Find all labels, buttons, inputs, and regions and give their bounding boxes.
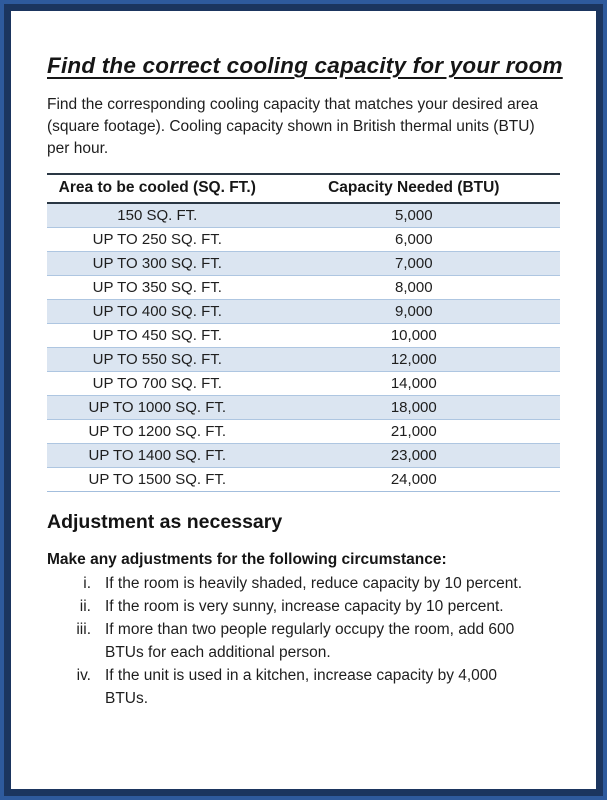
area-cell: 150 SQ. FT. <box>47 202 268 228</box>
list-item-marker: iv. <box>76 666 91 684</box>
column-header-capacity: Capacity Needed (BTU) <box>267 174 560 204</box>
table-row: UP TO 1400 SQ. FT. 23,000 <box>47 442 560 468</box>
list-item-marker: i. <box>83 574 91 592</box>
list-item-text: If the room is heavily shaded, reduce ca… <box>105 574 523 592</box>
area-cell: UP TO 700 SQ. FT. <box>92 374 222 392</box>
table-row: UP TO 1200 SQ. FT. 21,000 <box>47 419 560 443</box>
area-cell: UP TO 1400 SQ. FT. <box>47 442 268 468</box>
list-item: ii. If the room is very sunny, increase … <box>47 595 560 618</box>
list-item-marker: ii. <box>79 597 91 615</box>
table-row: UP TO 350 SQ. FT. 8,000 <box>47 275 560 299</box>
list-item: iv. If the unit is used in a kitchen, in… <box>47 664 560 710</box>
document-page: Find the correct cooling capacity for yo… <box>4 4 603 796</box>
capacity-cell: 12,000 <box>267 346 560 372</box>
area-cell: UP TO 1200 SQ. FT. <box>88 422 227 440</box>
area-cell: UP TO 1000 SQ. FT. <box>47 394 268 420</box>
table-row: UP TO 1000 SQ. FT. 18,000 <box>47 394 560 420</box>
list-item: iii. If more than two people regularly o… <box>47 618 560 664</box>
capacity-cell: 23,000 <box>267 442 560 468</box>
area-cell: UP TO 350 SQ. FT. <box>92 278 222 296</box>
page-title: Find the correct cooling capacity for yo… <box>47 53 563 78</box>
list-item-text: If more than two people regularly occupy… <box>105 620 515 661</box>
adjustment-subheading: Make any adjustments for the following c… <box>47 550 447 568</box>
capacity-cell: 8,000 <box>395 278 433 296</box>
table-row: 150 SQ. FT. 5,000 <box>47 202 560 228</box>
area-cell: UP TO 300 SQ. FT. <box>47 250 268 276</box>
table-row: UP TO 300 SQ. FT. 7,000 <box>47 250 560 276</box>
capacity-cell: 7,000 <box>267 250 560 276</box>
capacity-cell: 24,000 <box>390 470 437 488</box>
table-row: UP TO 1500 SQ. FT. 24,000 <box>47 467 560 491</box>
list-item: i. If the room is heavily shaded, reduce… <box>47 572 560 595</box>
list-item-text: If the room is very sunny, increase capa… <box>105 597 504 615</box>
capacity-cell: 14,000 <box>390 374 437 392</box>
area-cell: UP TO 1500 SQ. FT. <box>88 470 227 488</box>
table-row: UP TO 550 SQ. FT. 12,000 <box>47 346 560 372</box>
capacity-cell: 18,000 <box>267 394 560 420</box>
adjustment-list: i. If the room is heavily shaded, reduce… <box>47 572 560 710</box>
intro-paragraph: Find the corresponding cooling capacity … <box>47 96 539 157</box>
table-row: UP TO 700 SQ. FT. 14,000 <box>47 371 560 395</box>
capacity-cell: 9,000 <box>267 298 560 324</box>
capacity-cell: 10,000 <box>390 326 437 344</box>
capacity-cell: 21,000 <box>390 422 437 440</box>
list-item-marker: iii. <box>76 620 91 638</box>
table-row: UP TO 450 SQ. FT. 10,000 <box>47 323 560 347</box>
column-header-area: Area to be cooled (SQ. FT.) <box>47 174 268 204</box>
table-header-row: Area to be cooled (SQ. FT.) Capacity Nee… <box>47 174 560 204</box>
cooling-capacity-table: Area to be cooled (SQ. FT.) Capacity Nee… <box>47 173 560 492</box>
capacity-cell: 6,000 <box>395 230 433 248</box>
table-row: UP TO 400 SQ. FT. 9,000 <box>47 298 560 324</box>
list-item-text: If the unit is used in a kitchen, increa… <box>105 666 498 707</box>
area-cell: UP TO 550 SQ. FT. <box>47 346 268 372</box>
adjustment-section-heading: Adjustment as necessary <box>47 510 283 533</box>
capacity-cell: 5,000 <box>267 202 560 228</box>
table-row: UP TO 250 SQ. FT. 6,000 <box>47 227 560 251</box>
area-cell: UP TO 400 SQ. FT. <box>47 298 268 324</box>
area-cell: UP TO 450 SQ. FT. <box>92 326 222 344</box>
area-cell: UP TO 250 SQ. FT. <box>92 230 222 248</box>
